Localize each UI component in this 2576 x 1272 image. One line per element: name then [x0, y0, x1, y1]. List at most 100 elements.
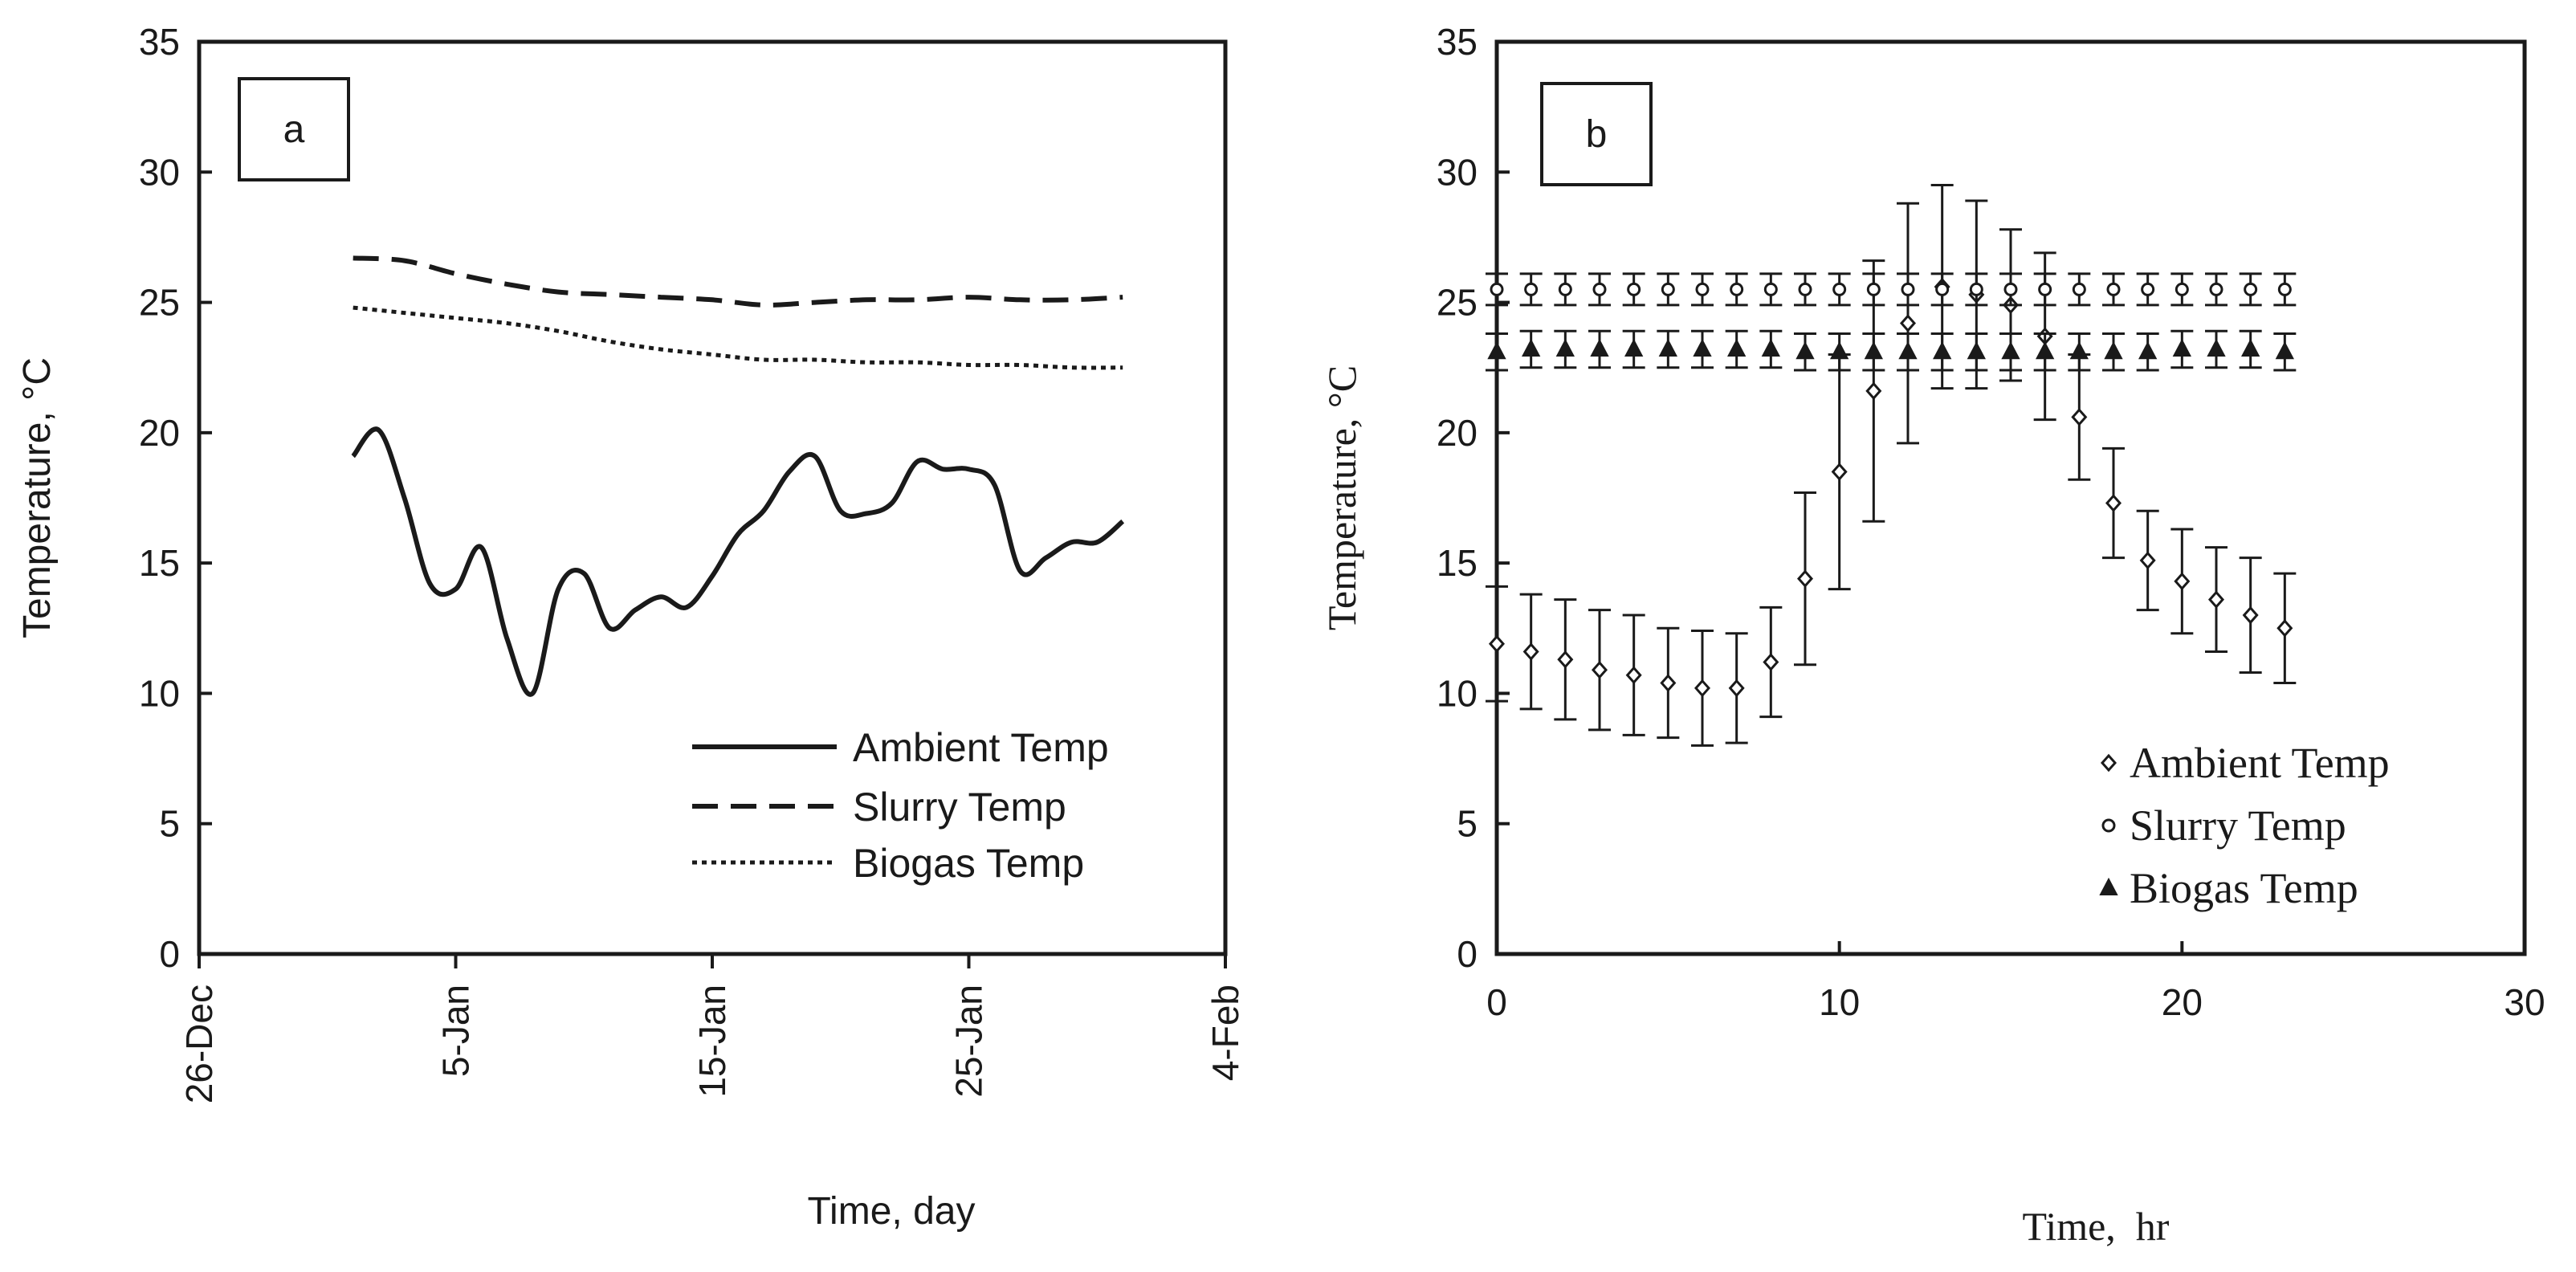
x-tick-label: 26-Dec: [178, 985, 220, 1103]
data-point: [1558, 282, 1572, 296]
data-point: [2105, 494, 2122, 512]
panel-b-x-axis: 0 10 20 30: [1486, 941, 2545, 1023]
data-point: [1899, 314, 1917, 332]
x-tick-label: 15-Jan: [691, 985, 733, 1098]
data-point: [2277, 282, 2292, 296]
data-point: [2241, 338, 2260, 357]
legend-marker: [2099, 877, 2118, 895]
panel-a-x-axis: 26-Dec 5-Jan 15-Jan 25-Jan 4-Feb: [178, 954, 1246, 1103]
panel-b-y-axis: 0 5 10 15 20 25 30 35: [1437, 21, 1510, 975]
y-tick-label: 15: [1437, 542, 1478, 584]
data-point: [1487, 341, 1506, 360]
data-point: [2209, 282, 2223, 296]
data-point: [1967, 341, 1986, 360]
data-point: [1728, 679, 1745, 698]
series-line-ambient-temp: [351, 426, 1125, 697]
data-point: [2242, 605, 2259, 625]
data-point: [1763, 282, 1778, 296]
data-point: [2138, 341, 2158, 360]
data-point: [2071, 408, 2088, 426]
data-point: [1557, 650, 1574, 669]
x-tick-label: 0: [1486, 981, 1507, 1023]
panel-b-y-label: Temperature, °C: [1319, 365, 1364, 630]
panel-b-tag: b: [1586, 113, 1608, 156]
legend-label-ambient: Ambient Temp: [853, 725, 1109, 770]
panel-b-series: [1486, 184, 2297, 747]
y-tick-label: 15: [139, 542, 180, 584]
data-point: [1591, 660, 1608, 679]
data-point: [1522, 642, 1539, 661]
data-point: [1832, 282, 1847, 296]
data-point: [2276, 619, 2293, 638]
data-point: [1555, 338, 1575, 357]
data-point: [1695, 282, 1710, 296]
panel-b: 0 5 10 15 20 25 30 35 0 10 20 30 b Time, hr Temper…: [1319, 21, 2545, 1249]
data-point: [1661, 282, 1675, 296]
panel-a-legend: Ambient Temp Slurry Temp Biogas Temp: [692, 725, 1109, 886]
x-tick-label: 20: [2162, 981, 2203, 1023]
panel-a-tag-box: [238, 77, 350, 181]
panel-b-x-label: Time, hr: [2023, 1204, 2170, 1249]
panel-a-y-axis: 0 5 10 15 20 25 30 35: [139, 21, 212, 975]
data-point: [1761, 338, 1780, 357]
y-tick-label: 10: [1437, 672, 1478, 714]
legend-label-slurry: Slurry Temp: [853, 785, 1066, 830]
y-tick-label: 0: [159, 933, 180, 975]
y-tick-label: 25: [139, 282, 180, 324]
y-tick-label: 10: [139, 672, 180, 714]
data-point: [1590, 338, 1609, 357]
legend-label-biogas: Biogas Temp: [2130, 864, 2358, 912]
y-tick-label: 30: [1437, 151, 1478, 193]
data-point: [2244, 282, 2258, 296]
data-point: [2207, 590, 2225, 609]
data-point: [2172, 338, 2191, 357]
legend-marker-biogas: [2099, 877, 2118, 895]
panel-a-x-label: Time, day: [808, 1190, 976, 1233]
data-point: [1798, 282, 1812, 296]
data-point: [1898, 341, 1918, 360]
y-tick-label: 20: [1437, 412, 1478, 454]
data-point: [1763, 653, 1779, 671]
data-point: [1901, 282, 1915, 296]
data-point: [2104, 341, 2123, 360]
data-point: [2207, 338, 2226, 357]
data-point: [2038, 282, 2052, 296]
series-biogas-temp: [1486, 329, 2297, 372]
y-tick-label: 5: [159, 803, 180, 845]
data-point: [2174, 572, 2191, 591]
x-tick-label: 4-Feb: [1204, 985, 1246, 1081]
data-point: [1864, 341, 1883, 360]
data-point: [2072, 282, 2086, 296]
panel-a-y-label: Temperature, °C: [16, 357, 59, 638]
data-point: [2001, 341, 2020, 360]
y-tick-label: 30: [139, 151, 180, 193]
data-point: [2036, 341, 2055, 360]
data-point: [2003, 282, 2018, 296]
legend-marker: [2101, 818, 2116, 833]
y-tick-label: 25: [1437, 282, 1478, 324]
data-point: [1865, 381, 1882, 401]
data-point: [1795, 341, 1815, 360]
x-tick-label: 5-Jan: [435, 985, 477, 1077]
data-point: [1866, 282, 1881, 296]
x-tick-label: 10: [1819, 981, 1860, 1023]
data-point: [1693, 338, 1712, 357]
panel-b-tag-box: [1540, 82, 1653, 186]
data-point: [1694, 679, 1711, 698]
data-point: [2069, 341, 2089, 360]
data-point: [1488, 634, 1506, 654]
series-slurry-temp: [1486, 272, 2297, 307]
legend-marker-ambient: [2100, 753, 2117, 773]
data-point: [1658, 338, 1677, 357]
data-point: [1625, 666, 1642, 684]
data-point: [1796, 569, 1814, 588]
legend-label-slurry: Slurry Temp: [2130, 801, 2346, 850]
data-point: [2175, 282, 2189, 296]
x-tick-label: 25-Jan: [948, 985, 990, 1098]
panel-b-legend: Ambient Temp Slurry Temp Biogas Temp: [2099, 739, 2390, 912]
data-point: [1627, 282, 1641, 296]
data-point: [2139, 551, 2156, 570]
data-point: [2275, 341, 2294, 360]
